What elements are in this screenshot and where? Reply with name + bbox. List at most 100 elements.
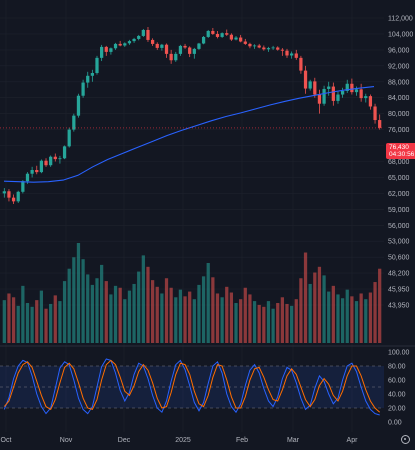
volume-bar [225,286,229,343]
stoch-band [0,365,384,409]
volume-bar [49,303,53,343]
candle-body [276,47,280,50]
candle-body [197,43,201,49]
volume-bar [11,297,16,343]
candle-body [123,43,127,46]
candle-body [183,45,187,48]
candle-body [44,160,48,166]
candle-body [266,48,271,50]
volume-bar [340,298,345,343]
candle-body [220,33,224,37]
candle-body [262,47,266,50]
volume-bar [276,303,280,343]
volume-bar [183,296,187,343]
time-tick-label: Mar [287,437,300,444]
candle-body [25,173,30,182]
price-tick-label: 56,000 [388,223,410,230]
price-tick-label: 80,000 [388,111,410,118]
volume-bar [322,275,326,343]
volume-bar [373,282,377,343]
candle-body [229,34,234,40]
stochastic-d-line [3,359,381,413]
volume-bar [35,300,39,343]
candle-body [86,75,90,83]
volume-bar [197,284,201,343]
candle-body [178,45,183,54]
candle-body [313,81,317,95]
candle-body [211,30,215,34]
candle-body [62,146,67,159]
price-tick-label: 65,000 [388,175,410,182]
time-tick-label: Oct [1,437,12,444]
volume-bar [164,278,169,343]
price-tick-label: 104,000 [388,31,413,38]
time-tick-label: Apr [347,437,359,444]
candle-body [350,83,354,93]
volume-bar [239,299,243,343]
candle-body [160,44,164,48]
volume-bars [2,243,382,343]
volume-bar [234,303,238,343]
candle-body [16,191,20,202]
candle-body [271,47,275,49]
volume-bar [62,281,67,343]
candle-body [299,57,303,71]
candle-body [35,170,39,173]
candle-body [150,39,155,44]
volume-bar [317,266,322,343]
volume-bar [67,268,71,343]
volume-bar [220,297,224,343]
candle-body [100,46,104,58]
volume-bar [331,285,335,343]
volume-bar [308,283,312,343]
volume-bar [86,274,90,343]
candle-body [118,43,122,46]
time-tick-label: Nov [60,437,73,444]
volume-bar [192,299,196,343]
candle-body [317,94,322,104]
price-tick-label: 96,000 [388,47,410,54]
candle-body [215,33,220,37]
candle-body [67,129,71,147]
volume-bar [160,293,164,343]
stoch-tick-label: 0.00 [388,420,402,427]
volume-bar [137,271,141,343]
volume-bar [95,278,99,343]
candle-body [340,90,345,95]
volume-bar [16,305,20,343]
candle-body [239,37,243,42]
volume-bar [294,299,298,343]
stoch-tick-label: 40.00 [388,392,406,399]
candle-body [331,86,335,101]
candle-body [294,53,298,58]
volume-bar [188,291,192,343]
stoch-tick-label: 20.00 [388,406,406,413]
volume-bar [169,287,173,343]
volume-bar [123,299,127,343]
volume-bar [354,301,359,343]
candle-body [90,73,94,76]
stoch-tick-label: 100.00 [388,350,410,357]
price-tick-label: 59,000 [388,207,410,214]
candle-body [201,36,206,44]
price-tick-label: 45,950 [388,287,410,294]
volume-bar [25,303,30,343]
volume-bar [81,259,85,343]
candle-body [285,50,289,56]
stochastic-k-line [3,358,380,416]
volume-bar [76,243,81,343]
candle-body [155,43,159,48]
settings-gear-icon[interactable] [401,435,410,444]
volume-bar [243,287,247,343]
volume-bar [299,278,303,343]
volume-bar [252,301,257,343]
volume-bar [90,284,94,343]
volume-bar [109,294,113,343]
candle-body [252,45,257,47]
last-price-badge: 76,430 04:30:56 [386,143,415,159]
candle-body [257,45,261,48]
candle-body [7,191,11,198]
volume-bar [262,306,266,343]
volume-bar [257,304,261,343]
